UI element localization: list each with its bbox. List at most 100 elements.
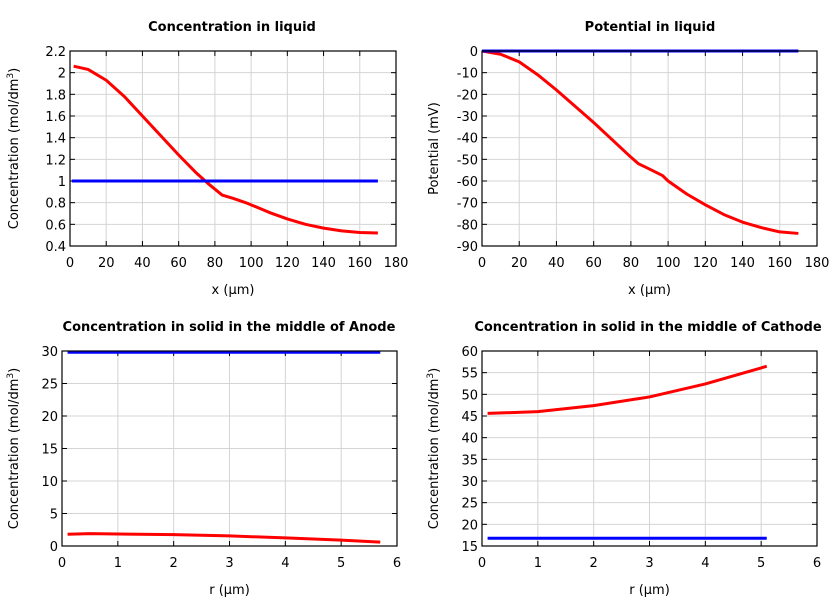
- x-tick-label: 2: [590, 556, 598, 571]
- x-tick-label: 4: [281, 556, 289, 571]
- x-tick-label: 120: [275, 256, 300, 271]
- y-tick-label: 20: [41, 410, 58, 425]
- x-tick-label: 100: [239, 256, 264, 271]
- y-tick-label: 1.6: [45, 110, 66, 125]
- plot-frame: [481, 350, 818, 547]
- paren: ): [427, 368, 442, 373]
- y-tick-label: -50: [457, 153, 478, 168]
- y-tick-label: 55: [461, 367, 478, 382]
- y-tick-label: 15: [461, 540, 478, 555]
- x-axis-label: r (µm): [209, 583, 250, 598]
- x-tick-label: 160: [767, 256, 792, 271]
- x-tick-label: 140: [311, 256, 336, 271]
- y-tick-label: -30: [457, 110, 478, 125]
- x-tick-label: 4: [701, 556, 709, 571]
- y-tick-label: 0: [470, 45, 478, 60]
- subplot-3: 0 1 2 3 4 5 6 0 5 10 15 20 25 30 Concentration in soli…: [6, 320, 401, 598]
- y-tick-label: -20: [457, 88, 478, 103]
- paren: ): [7, 68, 22, 73]
- y-tick-label: 2: [58, 67, 66, 82]
- x-tick-label: 160: [347, 256, 372, 271]
- x-tick-label: 0: [478, 256, 486, 271]
- plot-frame: [61, 350, 398, 547]
- x-axis-label: r (µm): [629, 583, 670, 598]
- x-tick-label: 0: [66, 256, 74, 271]
- plot-frame: [481, 50, 818, 247]
- x-tick-label: 180: [805, 256, 830, 271]
- y-tick-label: 20: [461, 518, 478, 533]
- y-tick-label: -60: [457, 175, 478, 190]
- y-tick-label: 0.6: [45, 218, 66, 233]
- y-tick-label: 0.4: [45, 240, 66, 255]
- subplot-4: 0 1 2 3 4 5 615202530354045505560Concentration…: [426, 320, 822, 598]
- y-axis-label: Concentration (mol/dm3): [6, 68, 22, 230]
- chart-title: Concentration in liquid: [148, 20, 316, 35]
- y-tick-label: 1.4: [45, 132, 66, 147]
- x-tick-label: 5: [757, 556, 765, 571]
- x-tick-label: 140: [730, 256, 755, 271]
- x-tick-label: 40: [548, 256, 565, 271]
- y-tick-label: 25: [461, 497, 478, 512]
- x-tick-label: 40: [134, 256, 151, 271]
- x-tick-label: 80: [623, 256, 640, 271]
- subplot-1: 0 20 40 60 80 100 120 140 160 180 0.4 0.6 0.8 1 1.2 1.4…: [6, 20, 408, 298]
- x-tick-label: 20: [511, 256, 528, 271]
- y-tick-label: 60: [461, 345, 478, 360]
- x-tick-label: 180: [384, 256, 409, 271]
- x-tick-label: 100: [656, 256, 681, 271]
- x-tick-label: 0: [58, 556, 66, 571]
- x-tick-label: 20: [98, 256, 115, 271]
- y-tick-label: 40: [461, 432, 478, 447]
- x-tick-label: 60: [585, 256, 602, 271]
- y-tick-label: 25: [41, 378, 58, 393]
- x-tick-label: 60: [170, 256, 187, 271]
- y-tick-label: 50: [461, 388, 478, 403]
- x-tick-label: 0: [478, 556, 486, 571]
- y-tick-label: 1.2: [45, 153, 66, 168]
- y-tick-label: 0.8: [45, 197, 66, 212]
- y-tick-label: 30: [461, 475, 478, 490]
- x-tick-label: 5: [337, 556, 345, 571]
- x-axis-label: x (µm): [628, 283, 671, 298]
- superscript: 3: [6, 73, 16, 79]
- y-tick-label: -90: [457, 240, 478, 255]
- y-tick-label: -70: [457, 197, 478, 212]
- y-axis-label: Potential (mV): [427, 102, 442, 195]
- series-line-1: [481, 49, 799, 235]
- y-tick-label: 10: [41, 475, 58, 490]
- x-tick-label: 120: [693, 256, 718, 271]
- chart-title: Concentration in solid in the middle of …: [63, 320, 396, 335]
- y-tick-label: 15: [41, 443, 58, 458]
- x-tick-label: 1: [114, 556, 122, 571]
- superscript: 3: [426, 373, 436, 379]
- y-tick-label: 0: [50, 540, 58, 555]
- series-line-1: [73, 64, 378, 235]
- y-tick-label: 2.2: [45, 45, 66, 60]
- y-tick-label: -80: [457, 218, 478, 233]
- y-tick-label: 1.8: [45, 88, 66, 103]
- paren: ): [7, 368, 22, 373]
- x-tick-label: 3: [645, 556, 653, 571]
- y-tick-label: -40: [457, 132, 478, 147]
- x-tick-label: 2: [170, 556, 178, 571]
- chart-title: Concentration in solid in the middle of …: [474, 320, 822, 335]
- x-tick-label: 6: [813, 556, 821, 571]
- y-tick-label: 45: [461, 410, 478, 425]
- y-tick-label: 35: [461, 453, 478, 468]
- y-axis-label: Concentration (mol/dm3): [6, 368, 22, 530]
- subplot-2: 0 20 40 60 80 100 120 140 160 180 -90 -80 -70 -60 -50 -…: [427, 20, 829, 298]
- y-axis-label: Concentration (mol/dm3): [426, 368, 442, 530]
- series-line-1: [487, 364, 768, 415]
- plot-frame: [69, 50, 397, 247]
- x-tick-label: 1: [534, 556, 542, 571]
- y-tick-label: 5: [50, 508, 58, 523]
- x-tick-label: 80: [207, 256, 224, 271]
- x-tick-label: 6: [393, 556, 401, 571]
- x-tick-label: 3: [225, 556, 233, 571]
- y-tick-label: -10: [457, 67, 478, 82]
- superscript: 3: [6, 373, 16, 379]
- chart-title: Potential in liquid: [585, 20, 716, 35]
- series-line-1: [67, 532, 381, 544]
